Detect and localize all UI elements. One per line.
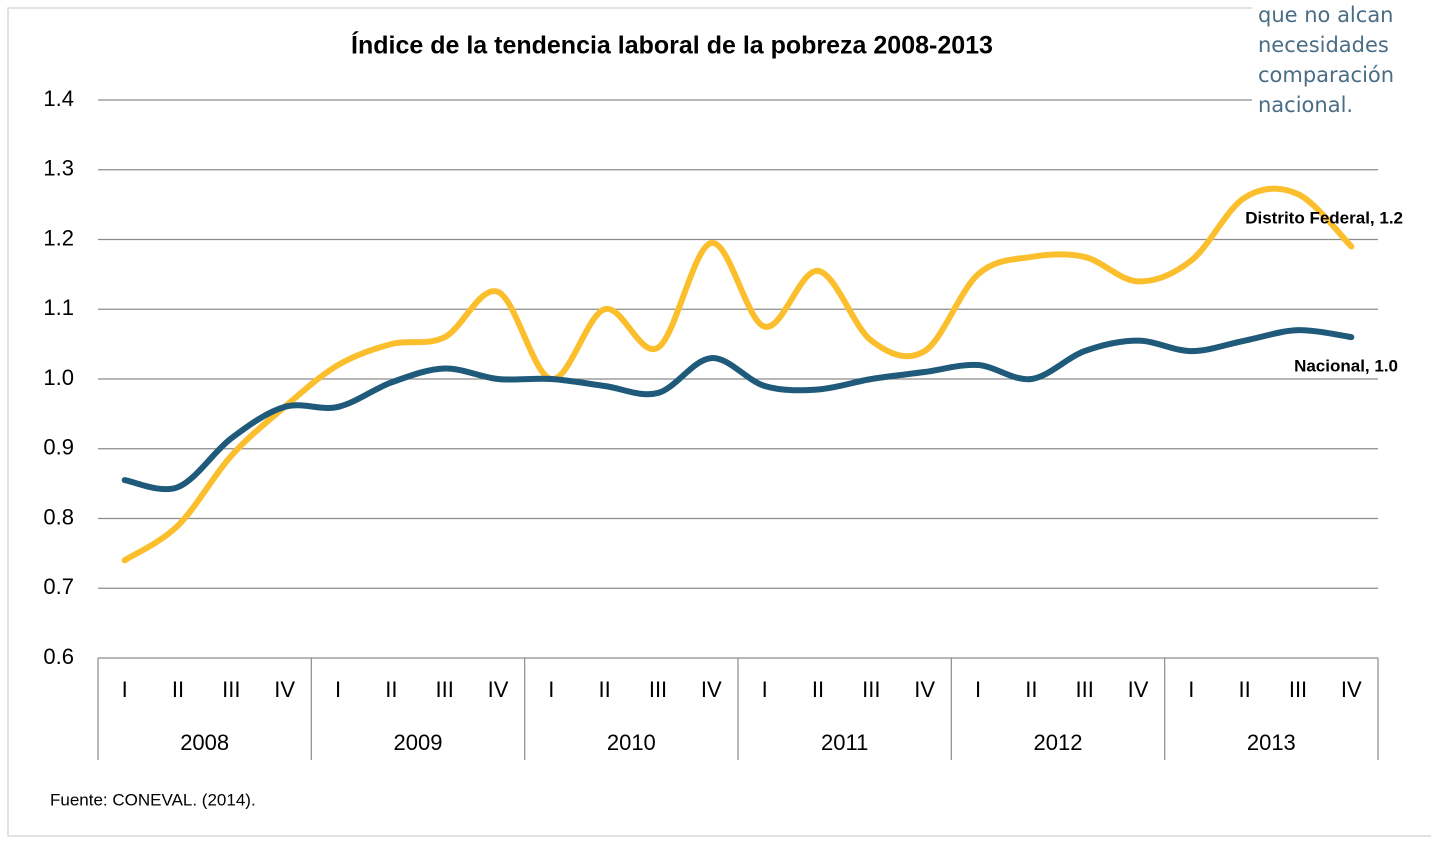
series-line: [121, 327, 1355, 493]
x-tick-label: III: [1075, 677, 1093, 702]
x-tick-label: II: [172, 677, 184, 702]
side-text: que no alcan: [1258, 3, 1394, 27]
x-tick-label: I: [548, 677, 554, 702]
x-tick-label: I: [122, 677, 128, 702]
side-text: comparación: [1258, 63, 1394, 87]
x-tick-label: III: [222, 677, 240, 702]
source: Fuente: CONEVAL. (2014).: [50, 790, 256, 809]
year-label: 2013: [1247, 730, 1296, 755]
annotation: Distrito Federal, 1.2: [1245, 208, 1403, 227]
x-tick-label: III: [649, 677, 667, 702]
y-tick-label: 0.7: [43, 574, 74, 599]
year-label: 2012: [1034, 730, 1083, 755]
chart-title: Índice de la tendencia laboral de la pob…: [351, 31, 993, 60]
x-tick-label: IV: [488, 677, 509, 702]
x-tick-label: IV: [1128, 677, 1149, 702]
side-text-box: [1252, 0, 1431, 130]
x-tick-label: III: [1289, 677, 1307, 702]
y-tick-label: 1.2: [43, 225, 74, 250]
chart-frame: [7, 7, 1431, 837]
y-tick-label: 1.4: [43, 86, 74, 111]
x-tick-label: IV: [1341, 677, 1362, 702]
x-tick-label: II: [812, 677, 824, 702]
x-tick-label: I: [1188, 677, 1194, 702]
series-line: [121, 185, 1355, 564]
y-tick-label: 1.3: [43, 156, 74, 181]
x-tick-label: IV: [914, 677, 935, 702]
side-text: nacional.: [1258, 93, 1353, 117]
x-tick-label: IV: [274, 677, 295, 702]
year-label: 2008: [180, 730, 229, 755]
x-tick-label: II: [599, 677, 611, 702]
y-tick-label: 1.0: [43, 365, 74, 390]
x-tick-label: IV: [701, 677, 722, 702]
x-tick-label: III: [862, 677, 880, 702]
x-tick-label: II: [1025, 677, 1037, 702]
x-tick-label: I: [335, 677, 341, 702]
x-tick-label: II: [385, 677, 397, 702]
year-label: 2011: [821, 730, 868, 755]
y-tick-label: 0.9: [43, 435, 74, 460]
year-label: 2010: [607, 730, 656, 755]
side-text: necesidades: [1258, 33, 1389, 57]
y-tick-label: 0.6: [43, 644, 74, 669]
annotation: Nacional, 1.0: [1294, 356, 1398, 375]
x-tick-label: I: [975, 677, 981, 702]
year-label: 2009: [394, 730, 443, 755]
x-tick-label: III: [435, 677, 453, 702]
y-tick-label: 0.8: [43, 504, 74, 529]
y-tick-label: 1.1: [43, 295, 74, 320]
x-tick-label: II: [1239, 677, 1251, 702]
x-tick-label: I: [762, 677, 768, 702]
